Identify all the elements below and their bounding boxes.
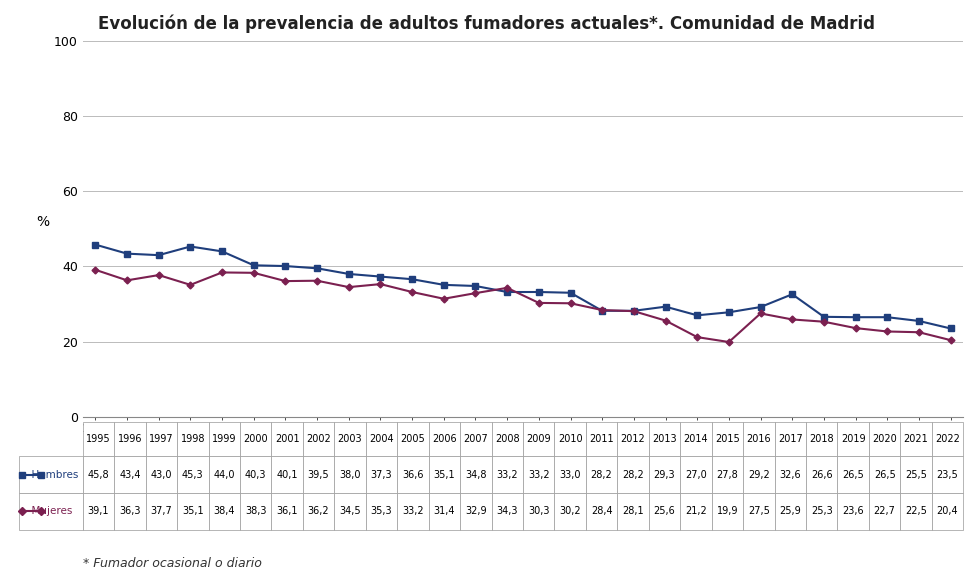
Text: * Fumador ocasional o diario: * Fumador ocasional o diario <box>83 557 262 570</box>
Y-axis label: %: % <box>36 215 50 229</box>
Text: Evolución de la prevalencia de adultos fumadores actuales*. Comunidad de Madrid: Evolución de la prevalencia de adultos f… <box>98 15 875 33</box>
